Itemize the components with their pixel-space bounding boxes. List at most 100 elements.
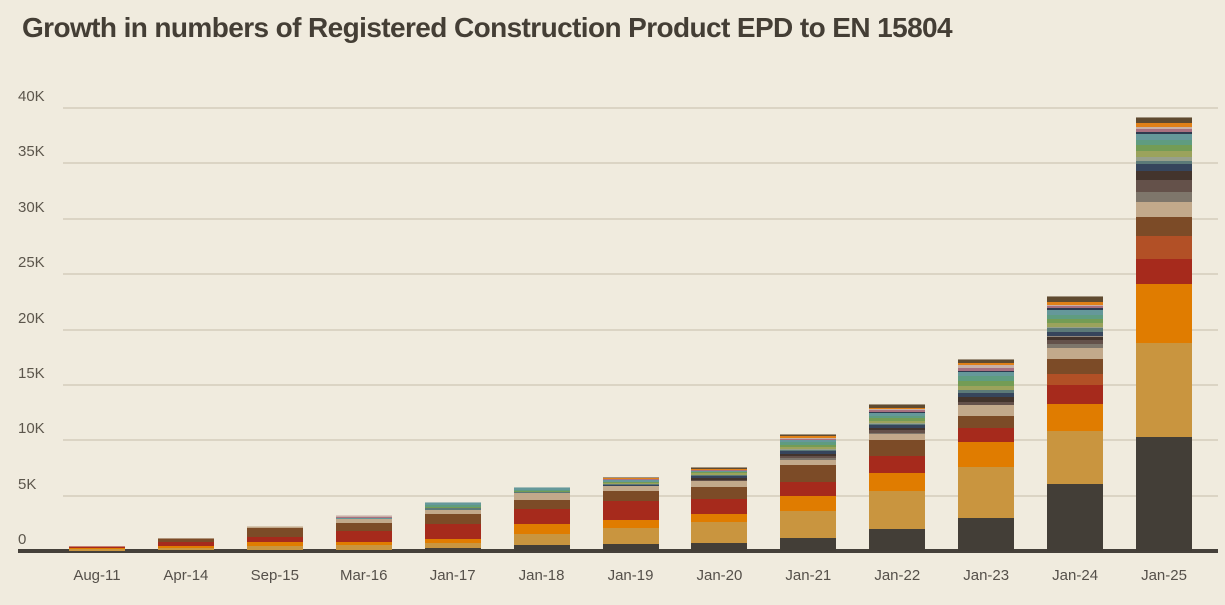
bar-segment-crimson[interactable] xyxy=(1047,384,1104,404)
bar-segment-navy[interactable] xyxy=(1136,162,1193,172)
bar-segment-sienna[interactable] xyxy=(1136,117,1193,123)
bar-segment-orange[interactable] xyxy=(780,494,837,511)
bar-segment-crimson[interactable] xyxy=(958,426,1015,443)
bar-segment-tan[interactable] xyxy=(513,492,570,501)
bar-segment-brown[interactable] xyxy=(602,490,659,502)
bar-segment-charcoal[interactable] xyxy=(1136,435,1193,551)
x-axis-label-jan-20: Jan-20 xyxy=(696,567,743,584)
bar-segment-gold[interactable] xyxy=(869,490,926,529)
bar-jan-24[interactable] xyxy=(1047,0,1104,551)
gridline-10K xyxy=(63,439,1218,442)
y-axis-tick-25K: 25K xyxy=(18,254,45,272)
bar-jan-18[interactable] xyxy=(513,0,570,551)
bar-segment-charcoal[interactable] xyxy=(691,542,748,551)
bar-segment-sienna[interactable] xyxy=(869,404,926,408)
bar-segment-charcoal[interactable] xyxy=(1047,483,1104,551)
x-axis-label-jan-25: Jan-25 xyxy=(1141,567,1187,584)
bar-jan-20[interactable] xyxy=(691,0,748,551)
bar-segment-taupe[interactable] xyxy=(1136,179,1193,192)
bar-segment-crimson[interactable] xyxy=(68,545,125,549)
x-axis-label-jan-19: Jan-19 xyxy=(607,567,654,584)
bar-jan-21[interactable] xyxy=(780,0,837,551)
bar-segment-orange[interactable] xyxy=(513,523,570,534)
bar-apr-14[interactable] xyxy=(157,0,214,551)
bar-segment-sienna[interactable] xyxy=(780,433,837,437)
bar-segment-brown[interactable] xyxy=(1136,215,1193,237)
bar-segment-brown[interactable] xyxy=(157,537,214,543)
bar-segment-brown[interactable] xyxy=(424,513,481,524)
bar-segment-crimson[interactable] xyxy=(1136,257,1193,285)
bar-segment-rust[interactable] xyxy=(1136,235,1193,259)
y-axis-tick-35K: 35K xyxy=(18,143,45,161)
bar-segment-teal[interactable] xyxy=(424,502,481,506)
bar-sep-15[interactable] xyxy=(246,0,303,551)
x-axis-label-apr-14: Apr-14 xyxy=(163,567,209,584)
bar-segment-orange[interactable] xyxy=(691,512,748,523)
bar-segment-warm-gray[interactable] xyxy=(1136,190,1193,203)
bar-segment-orange[interactable] xyxy=(1047,402,1104,432)
bar-segment-brown[interactable] xyxy=(780,463,837,482)
x-axis-label-jan-17: Jan-17 xyxy=(429,567,476,584)
bar-segment-orange[interactable] xyxy=(602,519,659,528)
bar-jan-23[interactable] xyxy=(958,0,1015,551)
bar-segment-charcoal[interactable] xyxy=(958,516,1015,551)
bar-mar-16[interactable] xyxy=(335,0,392,551)
y-axis-tick-10K: 10K xyxy=(18,420,45,438)
bar-segment-crimson[interactable] xyxy=(691,497,748,514)
gridline-40K xyxy=(63,107,1218,109)
bar-segment-gold[interactable] xyxy=(780,509,837,538)
bar-segment-brown[interactable] xyxy=(958,415,1015,428)
bar-segment-brown[interactable] xyxy=(513,499,570,510)
bar-segment-brown[interactable] xyxy=(691,485,748,499)
bar-segment-crimson[interactable] xyxy=(424,522,481,539)
bar-segment-tan[interactable] xyxy=(869,433,926,441)
bar-segment-gold[interactable] xyxy=(958,465,1015,518)
y-axis-tick-40K: 40K xyxy=(18,88,45,105)
bar-jan-25[interactable] xyxy=(1136,0,1193,551)
bar-segment-tan[interactable] xyxy=(1136,201,1193,217)
bar-segment-gold[interactable] xyxy=(1047,430,1104,484)
bar-segment-crimson[interactable] xyxy=(335,529,392,542)
bar-segment-rust[interactable] xyxy=(1047,373,1104,386)
bar-segment-crimson[interactable] xyxy=(513,508,570,525)
bar-segment-brown[interactable] xyxy=(869,439,926,457)
gridline-20K xyxy=(63,328,1218,331)
bar-segment-charcoal[interactable] xyxy=(869,527,926,551)
bar-segment-teal[interactable] xyxy=(513,486,570,491)
bar-segment-orange[interactable] xyxy=(869,472,926,492)
bar-jan-17[interactable] xyxy=(424,0,481,551)
bar-segment-dark-brown[interactable] xyxy=(1136,170,1193,180)
bar-jan-19[interactable] xyxy=(602,0,659,551)
bar-segment-crimson[interactable] xyxy=(602,500,659,520)
gridline-25K xyxy=(63,273,1218,276)
bar-aug-11[interactable] xyxy=(68,0,125,551)
bar-segment-brown[interactable] xyxy=(1047,357,1104,375)
y-axis-tick-30K: 30K xyxy=(18,198,45,216)
bar-segment-green[interactable] xyxy=(1136,144,1193,152)
bar-segment-crimson[interactable] xyxy=(780,480,837,496)
bar-segment-tan[interactable] xyxy=(958,404,1015,417)
y-axis-tick-20K: 20K xyxy=(18,309,45,327)
bar-segment-gold[interactable] xyxy=(602,526,659,545)
bar-segment-tan[interactable] xyxy=(1047,346,1104,359)
bar-segment-brown[interactable] xyxy=(335,522,392,531)
bar-segment-sienna[interactable] xyxy=(691,466,748,470)
bar-segment-charcoal[interactable] xyxy=(780,536,837,551)
bar-segment-brown[interactable] xyxy=(246,526,303,537)
bar-segment-blush[interactable] xyxy=(335,515,392,517)
bar-segment-sienna[interactable] xyxy=(1047,296,1104,302)
bar-segment-tan[interactable] xyxy=(246,525,303,528)
x-axis-label-jan-21: Jan-21 xyxy=(785,567,832,584)
bar-segment-sienna[interactable] xyxy=(602,476,659,479)
bar-segment-charcoal[interactable] xyxy=(602,543,659,551)
y-axis-tick-5K: 5K xyxy=(18,475,37,493)
bar-segment-gold[interactable] xyxy=(1136,341,1193,437)
bar-segment-crimson[interactable] xyxy=(869,455,926,474)
bar-segment-sienna[interactable] xyxy=(958,359,1015,364)
x-axis-label-jan-18: Jan-18 xyxy=(518,567,565,584)
bar-segment-orange[interactable] xyxy=(958,441,1015,467)
bar-segment-orange[interactable] xyxy=(1136,283,1193,343)
bar-segment-gold[interactable] xyxy=(691,521,748,544)
bar-jan-22[interactable] xyxy=(869,0,926,551)
bar-segment-gold[interactable] xyxy=(513,532,570,546)
